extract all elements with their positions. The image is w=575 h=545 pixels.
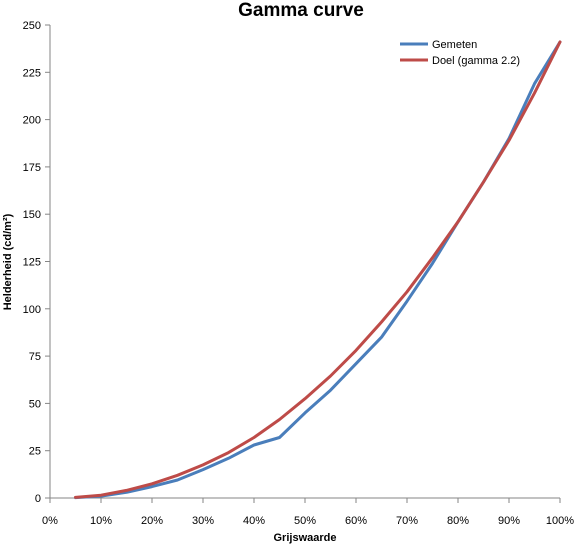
x-tick-label: 70%: [396, 515, 418, 527]
x-tick-label: 0%: [42, 515, 58, 527]
series-line-gemeten: [74, 40, 562, 500]
series-lines: [74, 40, 562, 500]
legend-label-doel: Doel (gamma 2.2): [432, 55, 520, 67]
x-tick-label: 90%: [498, 515, 520, 527]
y-tick-label: 0: [35, 493, 41, 505]
y-tick-label: 125: [23, 257, 41, 269]
legend-label-gemeten: Gemeten: [432, 39, 477, 51]
chart-title: Gamma curve: [238, 0, 364, 21]
x-tick-label: 50%: [294, 515, 316, 527]
y-tick-label: 150: [23, 209, 41, 221]
x-tick-label: 40%: [243, 515, 265, 527]
y-tick-label: 175: [23, 162, 41, 174]
y-tick-label: 250: [23, 20, 41, 32]
x-axis-title: Grijswaarde: [274, 532, 337, 544]
x-tick-label: 10%: [90, 515, 112, 527]
y-tick-label: 75: [29, 351, 41, 363]
x-tick-label: 20%: [141, 515, 163, 527]
y-tick-label: 200: [23, 115, 41, 127]
legend: Gemeten Doel (gamma 2.2): [400, 39, 520, 67]
y-tick-label: 225: [23, 67, 41, 79]
x-tick-label: 30%: [192, 515, 214, 527]
x-tick-label: 80%: [447, 515, 469, 527]
y-tick-label: 25: [29, 446, 41, 458]
y-axis-ticks: 0 25 50 75 100 125 150 175 200 225 250: [23, 20, 50, 505]
series-line-doel: [74, 40, 562, 499]
x-tick-label: 60%: [345, 515, 367, 527]
y-tick-label: 100: [23, 304, 41, 316]
y-axis-title: Helderheid (cd/m²): [2, 213, 14, 310]
x-tick-label: 100%: [546, 515, 574, 527]
y-tick-label: 50: [29, 398, 41, 410]
x-axis-ticks: 0% 10% 20% 30% 40% 50% 60% 70% 80% 90% 100%: [42, 498, 574, 527]
